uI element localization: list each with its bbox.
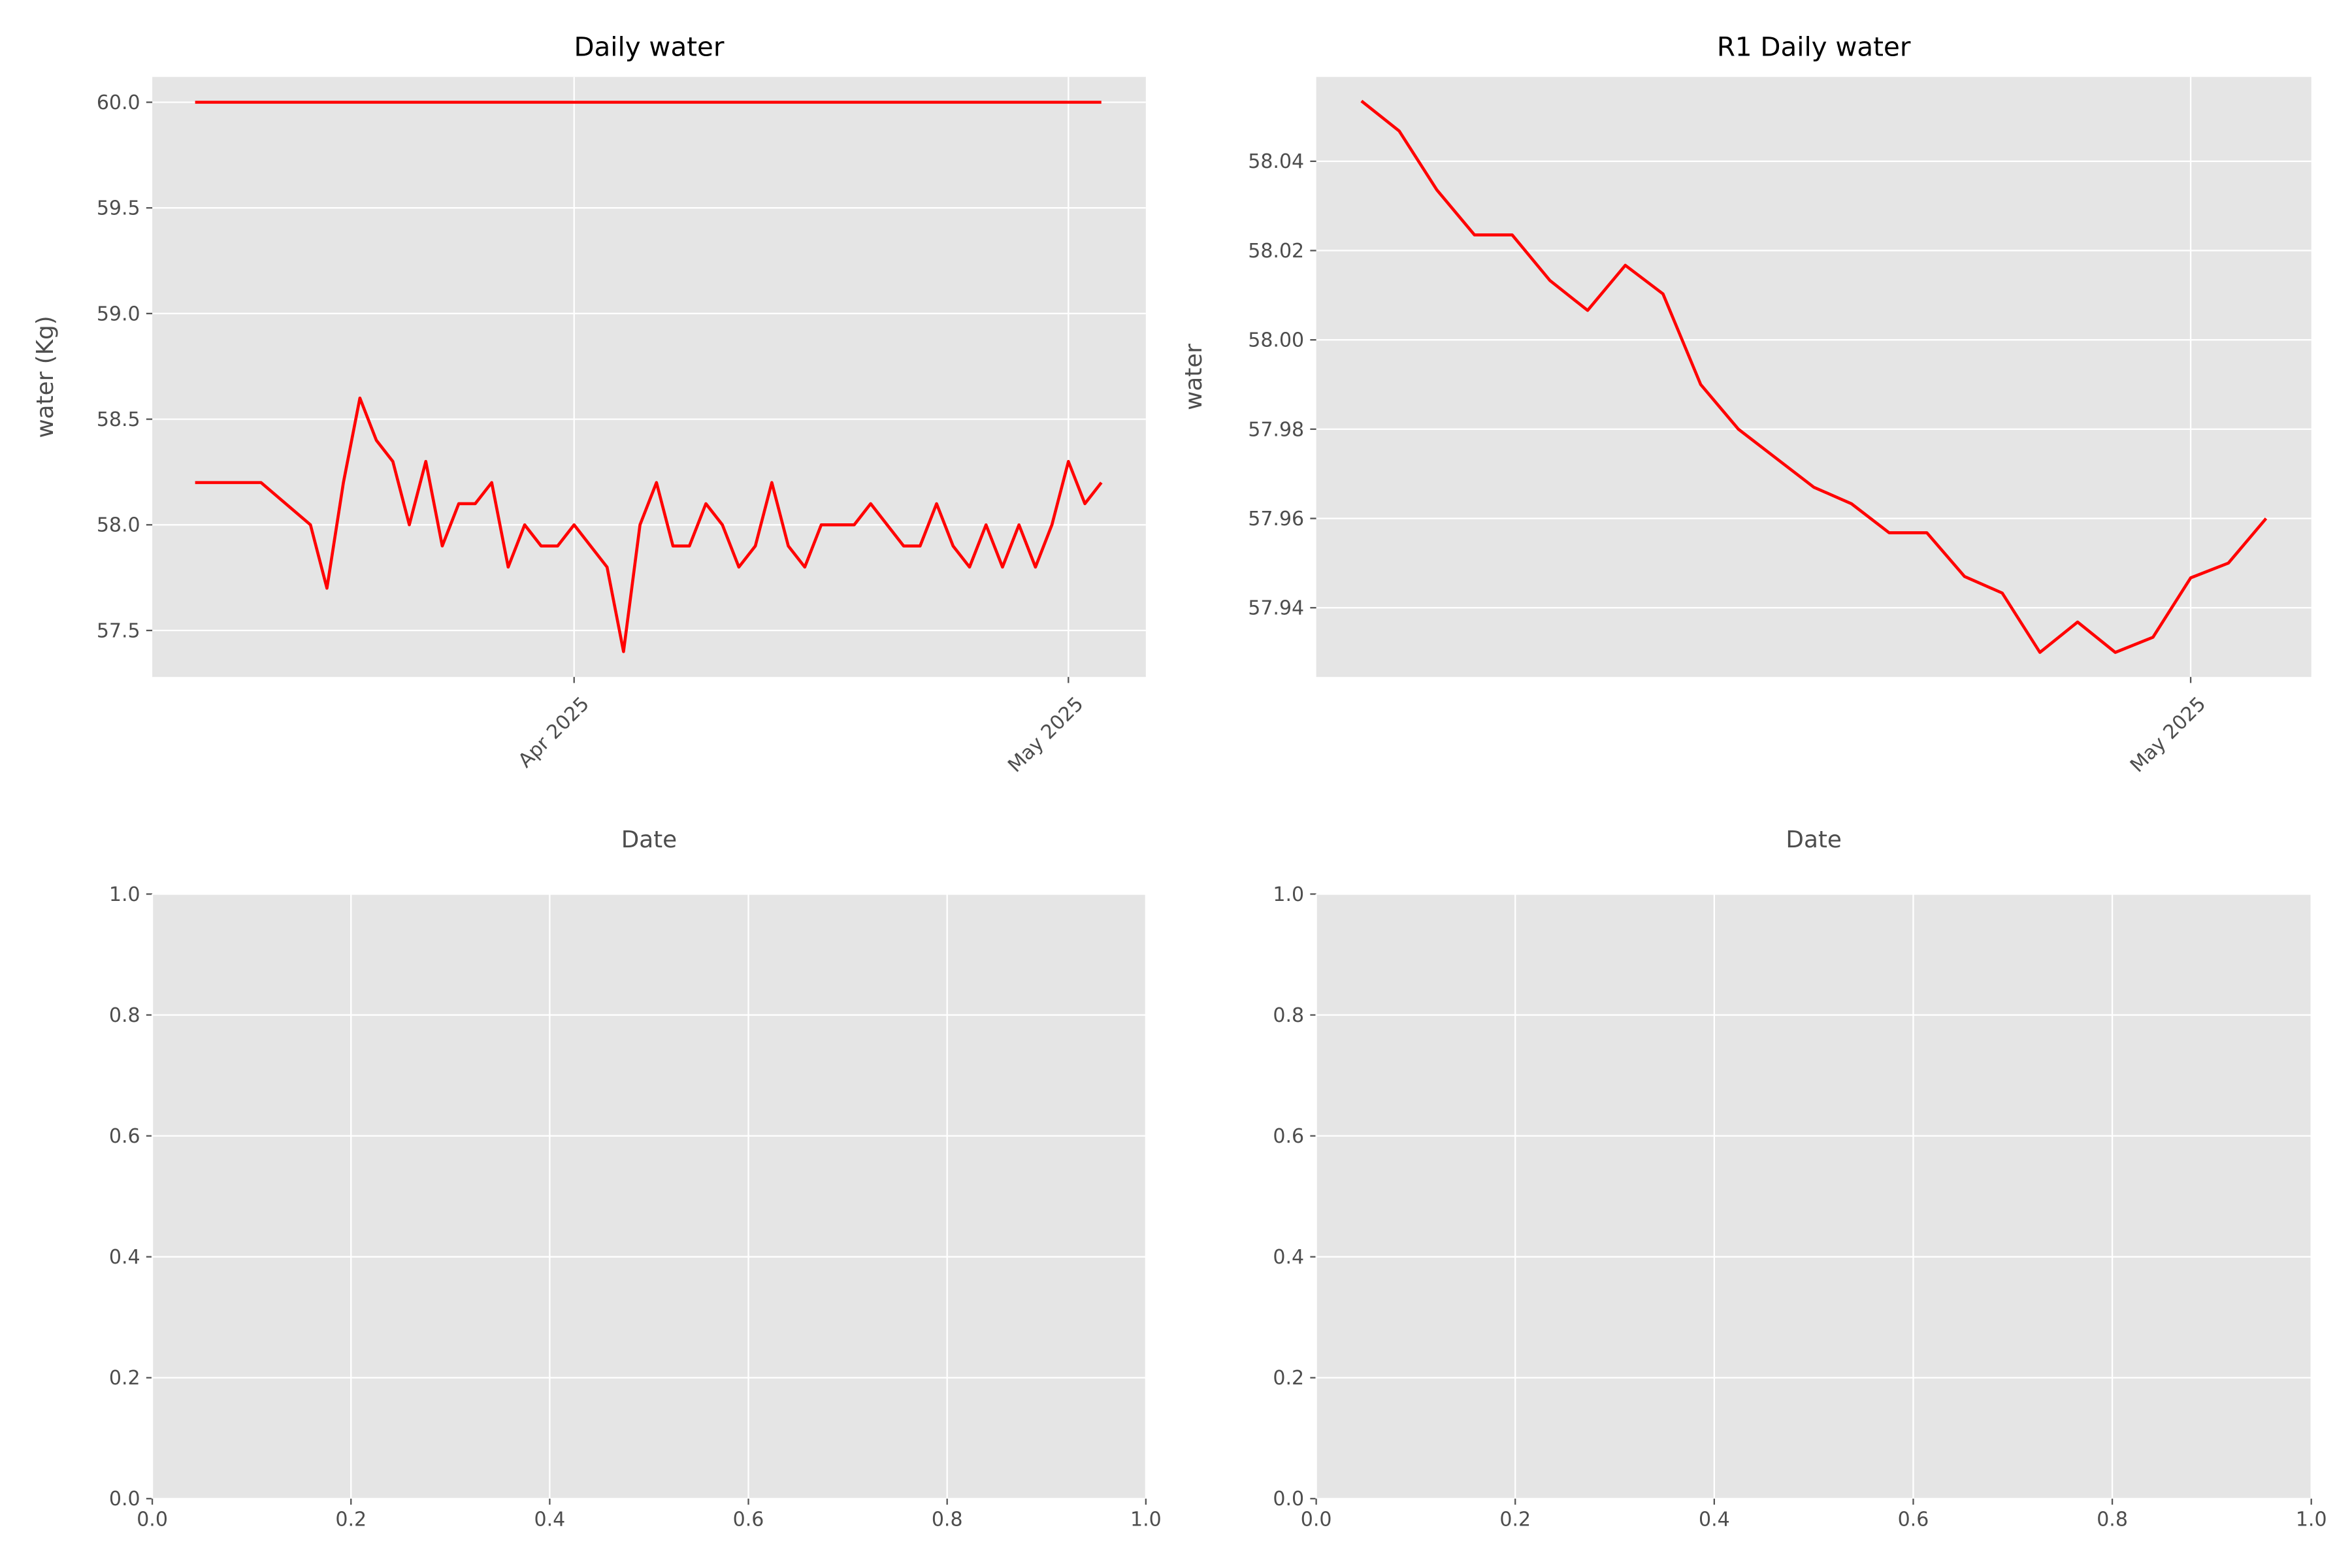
x-tick-label: 0.0 xyxy=(1301,1508,1332,1531)
x-tick-label: May 2025 xyxy=(1004,693,1088,777)
y-tick-label: 0.6 xyxy=(1273,1125,1304,1148)
x-tick-label: 0.4 xyxy=(1699,1508,1730,1531)
x-axis-label: Date xyxy=(621,826,677,853)
chart-title: R1 Daily water xyxy=(1717,31,1911,62)
plot-area xyxy=(152,76,1146,678)
x-tick-label: 1.0 xyxy=(1130,1508,1162,1531)
x-tick-label: May 2025 xyxy=(2126,693,2210,777)
x-tick-label: 0.8 xyxy=(932,1508,963,1531)
y-axis-label: water (Kg) xyxy=(32,316,59,438)
x-tick-label: 0.0 xyxy=(137,1508,168,1531)
y-tick-label: 0.0 xyxy=(109,1488,140,1511)
y-tick-label: 0.6 xyxy=(109,1125,140,1148)
y-tick-label: 57.5 xyxy=(97,619,140,642)
x-tick-label: 0.2 xyxy=(335,1508,367,1531)
y-tick-label: 58.02 xyxy=(1248,240,1304,263)
x-tick-label: 0.6 xyxy=(1898,1508,1929,1531)
subplot: 57.5 58.0 58.5 59.0 59.5 60.0 Apr 2025 May 2025… xyxy=(32,31,1146,853)
data-line xyxy=(1360,99,2268,654)
y-axis-label: water xyxy=(1181,344,1207,410)
y-tick-label: 0.0 xyxy=(1273,1488,1304,1511)
y-tick-label: 59.5 xyxy=(97,197,140,220)
y-tick-label: 59.0 xyxy=(97,302,140,325)
y-tick-label: 0.8 xyxy=(109,1004,140,1027)
data-line xyxy=(195,396,1103,653)
x-tick-label: 0.8 xyxy=(2097,1508,2128,1531)
x-tick-label: Apr 2025 xyxy=(514,693,594,772)
x-axis-label: Date xyxy=(1786,826,1841,853)
plot-area xyxy=(152,894,1146,1499)
y-tick-label: 0.2 xyxy=(109,1367,140,1390)
subplot: 0.0 0.2 0.4 0.6 0.8 1.0 0.0 0.2 0.4 0.6 0.8 1.0 xyxy=(1273,883,2327,1531)
plot-area xyxy=(1316,76,2311,678)
y-tick-label: 1.0 xyxy=(109,883,140,906)
subplot: 57.94 57.96 57.98 58.00 58.02 58.04 May 2025 R1… xyxy=(1181,31,2311,853)
y-tick-label: 0.2 xyxy=(1273,1367,1304,1390)
chart-title: Daily water xyxy=(574,31,724,62)
y-tick-label: 1.0 xyxy=(1273,883,1304,906)
y-tick-label: 57.94 xyxy=(1248,597,1304,620)
y-tick-label: 0.4 xyxy=(1273,1246,1304,1269)
y-tick-label: 57.98 xyxy=(1248,418,1304,441)
y-tick-label: 58.04 xyxy=(1248,150,1304,173)
y-tick-label: 58.00 xyxy=(1248,329,1304,352)
y-tick-label: 60.0 xyxy=(97,91,140,114)
plot-area xyxy=(1316,894,2311,1499)
subplot: 0.0 0.2 0.4 0.6 0.8 1.0 0.0 0.2 0.4 0.6 0.8 1.0 xyxy=(109,883,1162,1531)
x-tick-label: 0.2 xyxy=(1499,1508,1531,1531)
y-tick-label: 57.96 xyxy=(1248,508,1304,531)
y-tick-label: 58.0 xyxy=(97,514,140,537)
x-tick-label: 1.0 xyxy=(2296,1508,2327,1531)
y-tick-label: 58.5 xyxy=(97,408,140,431)
y-tick-label: 0.8 xyxy=(1273,1004,1304,1027)
y-tick-label: 0.4 xyxy=(109,1246,140,1269)
x-tick-label: 0.6 xyxy=(733,1508,764,1531)
x-tick-label: 0.4 xyxy=(534,1508,566,1531)
